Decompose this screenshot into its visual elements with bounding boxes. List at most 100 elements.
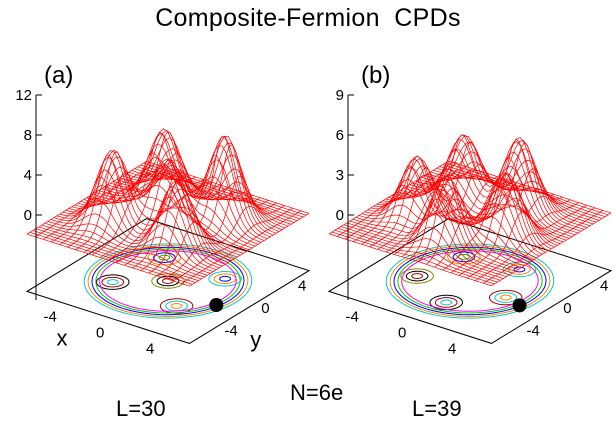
contour-line [405, 270, 429, 282]
base-plane [327, 218, 613, 344]
panel-b-label: (b) [361, 62, 391, 89]
panel-b-caption: L=39 [412, 396, 462, 421]
contour-line [147, 249, 182, 266]
surface-line [328, 160, 449, 235]
surface-line [475, 207, 595, 281]
surface-line [377, 134, 498, 250]
x-tick-label: 4 [448, 340, 456, 357]
contour-line [393, 246, 547, 316]
surface-line [409, 177, 530, 260]
contour-line [83, 243, 253, 319]
surface-line [491, 212, 612, 287]
surface-line [156, 175, 277, 277]
surface-line [434, 142, 555, 268]
surface-line [108, 158, 228, 261]
surface-mesh [26, 128, 310, 287]
y-tick-label: -4 [526, 322, 539, 339]
surface-line [75, 131, 196, 251]
surface-line [164, 205, 285, 279]
contour-line [95, 274, 130, 290]
contour-line [162, 278, 174, 284]
contour-line [91, 246, 245, 316]
y-tick-label: -4 [224, 322, 237, 339]
contour-line [87, 245, 249, 317]
contour-line [213, 273, 237, 285]
x-tick-label: 0 [96, 324, 104, 341]
z-tick-label: 0 [336, 207, 344, 224]
surface-line [361, 165, 482, 245]
surface-line [345, 165, 465, 240]
surface-line [181, 210, 302, 284]
z-tick-label: 3 [336, 167, 344, 184]
z-tick-label: 8 [24, 127, 32, 144]
surface-line [426, 138, 547, 265]
surface-line [369, 148, 490, 248]
surface-line [442, 168, 563, 271]
contour-line [156, 275, 180, 287]
surface-line [99, 165, 220, 258]
surface-line [450, 172, 571, 274]
surface-line [353, 168, 474, 242]
surface-line [148, 144, 269, 274]
figure-title: Composite-Fermion CPDs [155, 4, 461, 32]
surface-line [59, 171, 180, 245]
y-tick-label: 4 [298, 278, 306, 295]
surface-line [458, 185, 579, 276]
contour-line [494, 292, 518, 303]
x-tick-label: -4 [346, 308, 359, 325]
fixed-electron-dot [209, 298, 224, 312]
center-label: N=6e [290, 380, 344, 405]
panel-b: 9 6 3 0 -4 0 4 4 0 -4 [327, 87, 613, 357]
surface-line [189, 213, 310, 287]
y-tick-label: 0 [563, 300, 571, 317]
contour-line [219, 275, 232, 282]
base-plane [25, 218, 311, 344]
panel-a-label: (a) [44, 62, 74, 89]
surface-line [131, 170, 295, 223]
contour-line [401, 250, 539, 312]
panel-a-caption: L=30 [116, 396, 166, 421]
y-tick-label: 4 [600, 278, 608, 295]
surface-line [26, 161, 147, 235]
contour-line [411, 273, 424, 279]
x-axis-label: x [56, 325, 67, 350]
surface-line [132, 155, 253, 269]
contour-line [106, 279, 119, 286]
contour-line [499, 294, 512, 301]
surface-line [83, 131, 204, 253]
z-tick-label: 12 [15, 87, 32, 104]
contour-line [151, 273, 185, 289]
y-axis-label: y [250, 327, 261, 352]
contour-line [208, 271, 242, 287]
surface-line [173, 207, 293, 282]
contour-line [170, 303, 183, 309]
contour-line [158, 254, 171, 261]
surface-line [116, 171, 237, 264]
z-tick-label: 4 [24, 167, 32, 184]
surface-line [466, 204, 587, 279]
x-tick-label: 0 [398, 324, 406, 341]
surface-line [67, 152, 188, 248]
contour-line [99, 250, 237, 312]
surface-line [385, 141, 506, 253]
contour-line [434, 297, 458, 308]
surface-line [393, 164, 514, 255]
y-tick-label: 0 [261, 300, 269, 317]
contour-line [397, 248, 543, 314]
z-tick-label: 9 [336, 87, 344, 104]
x-tick-label: 4 [146, 340, 154, 357]
fixed-electron-dot [512, 298, 527, 313]
surface-line [418, 157, 539, 262]
surface-line [401, 181, 522, 258]
contour-line [385, 243, 555, 319]
z-tick-label: 0 [24, 207, 32, 224]
contour-line [95, 248, 241, 314]
surface-line [51, 168, 172, 243]
contour-line [457, 253, 470, 260]
z-tick-label: 6 [336, 127, 344, 144]
surface-mesh [328, 134, 612, 287]
contour-line [488, 289, 523, 306]
contour-line [389, 245, 551, 317]
